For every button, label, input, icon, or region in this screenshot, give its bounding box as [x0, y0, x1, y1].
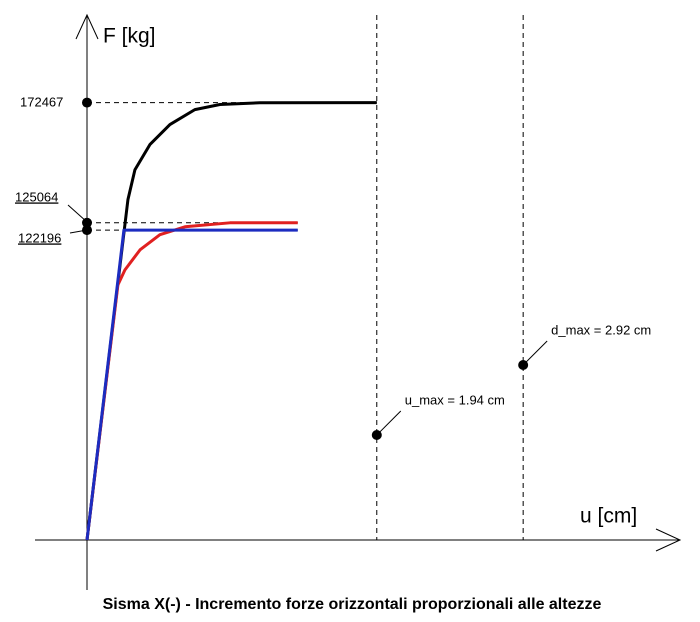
y-marker-label: 125064 [15, 189, 58, 204]
y-marker-label: 172467 [20, 94, 63, 109]
chart-title: Sisma X(-) - Incremento forze orizzontal… [103, 596, 602, 613]
y-marker-label: 122196 [18, 230, 61, 245]
y-axis-arrow [75, 13, 99, 40]
curve [85, 228, 298, 541]
x-axis-arrow [655, 528, 682, 552]
y-axis-label: F [kg] [103, 25, 156, 48]
axes [35, 13, 682, 590]
curve [85, 101, 377, 541]
leader-line [67, 204, 88, 223]
x-axis-label: u [cm] [580, 505, 637, 528]
annotation-label: u_max = 1.94 cm [405, 392, 505, 407]
leader-line [69, 229, 88, 234]
leader-line [522, 340, 548, 366]
annotation-label: d_max = 2.92 cm [551, 322, 651, 337]
leader-line [376, 410, 402, 436]
marker-dot [82, 97, 92, 108]
